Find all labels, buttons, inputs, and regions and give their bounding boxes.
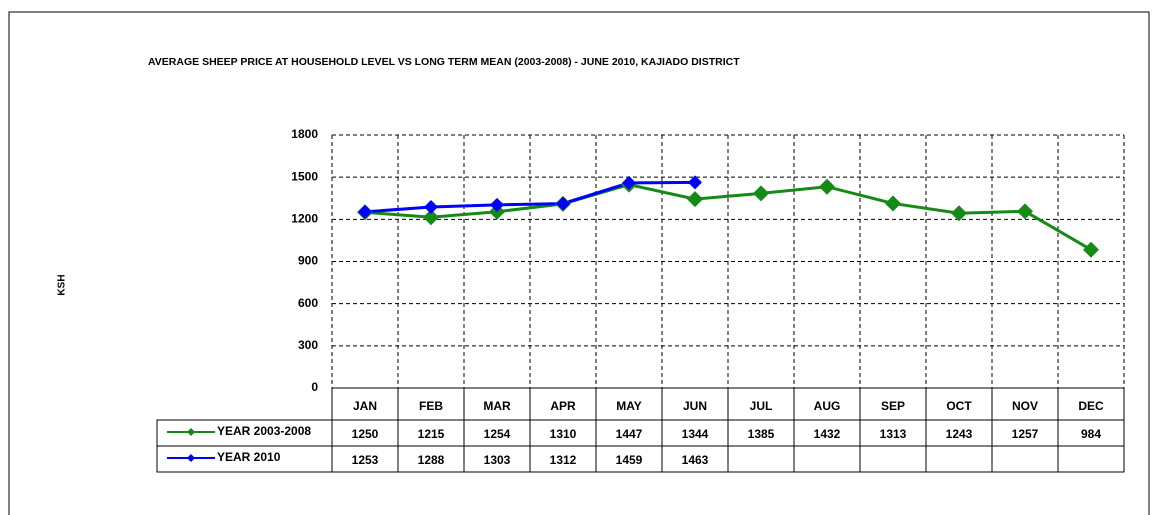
legend-label: YEAR 2010: [217, 450, 281, 464]
table-value: 1344: [682, 427, 709, 441]
y-tick-label: 0: [311, 380, 318, 394]
x-tick-label: APR: [550, 399, 576, 413]
data-point: [951, 205, 967, 222]
y-tick-label: 600: [298, 296, 318, 310]
data-point: [688, 175, 702, 190]
y-tick-label: 1200: [291, 212, 318, 226]
table-value: 1303: [484, 453, 511, 467]
x-tick-label: OCT: [946, 399, 972, 413]
table-value: 1447: [616, 427, 643, 441]
table-value: 1312: [550, 453, 577, 467]
table-value: 1215: [418, 427, 445, 441]
table-value: 1243: [946, 427, 973, 441]
x-tick-label: NOV: [1012, 399, 1038, 413]
x-tick-label: JUL: [750, 399, 773, 413]
data-point: [622, 175, 636, 190]
data-point: [423, 209, 439, 226]
data-point: [819, 178, 835, 195]
x-tick-label: JUN: [683, 399, 707, 413]
table-value: 1463: [682, 453, 709, 467]
legend-marker: [187, 454, 195, 462]
data-point: [556, 196, 570, 211]
table-value: 1459: [616, 453, 643, 467]
y-axis-label: KSH: [57, 274, 68, 295]
table-value: 1253: [352, 453, 379, 467]
x-tick-label: FEB: [419, 399, 443, 413]
data-point: [1017, 203, 1033, 220]
series-line: [364, 180, 696, 214]
table-value: 1432: [814, 427, 841, 441]
table-value: 1385: [748, 427, 775, 441]
legend-marker: [187, 428, 195, 436]
data-point: [753, 185, 769, 202]
y-tick-label: 1800: [291, 127, 318, 141]
table-value: 1288: [418, 453, 445, 467]
chart-title: AVERAGE SHEEP PRICE AT HOUSEHOLD LEVEL V…: [148, 56, 740, 68]
legend-label: YEAR 2003-2008: [217, 424, 311, 438]
table-value: 1313: [880, 427, 907, 441]
data-point: [1083, 241, 1099, 258]
x-tick-label: MAY: [616, 399, 642, 413]
table-row: [156, 445, 1125, 473]
data-point: [885, 195, 901, 212]
table-value: 1250: [352, 427, 379, 441]
data-point: [358, 204, 372, 219]
table-value: 1257: [1012, 427, 1039, 441]
y-tick-label: 300: [298, 338, 318, 352]
table-value: 984: [1081, 427, 1101, 441]
x-tick-label: DEC: [1078, 399, 1104, 413]
data-point: [424, 199, 438, 214]
x-tick-label: JAN: [353, 399, 377, 413]
frame: [8, 11, 1150, 515]
series-line: [364, 183, 1092, 251]
x-tick-label: SEP: [881, 399, 905, 413]
table-value: 1254: [484, 427, 511, 441]
y-tick-label: 1500: [291, 169, 318, 183]
x-tick-label: MAR: [483, 399, 511, 413]
data-point: [687, 191, 703, 208]
data-point: [490, 197, 504, 212]
table-value: 1310: [550, 427, 577, 441]
y-tick-label: 900: [298, 254, 318, 268]
x-tick-label: AUG: [814, 399, 841, 413]
